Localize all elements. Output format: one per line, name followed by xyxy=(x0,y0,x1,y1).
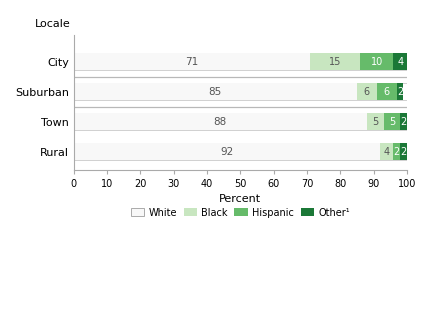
Bar xyxy=(376,83,396,100)
Bar xyxy=(396,83,402,100)
Text: 71: 71 xyxy=(185,57,198,67)
Bar xyxy=(393,53,406,70)
X-axis label: Percent: Percent xyxy=(219,194,261,204)
Text: 5: 5 xyxy=(371,117,378,127)
Legend: White, Black, Hispanic, Other¹: White, Black, Hispanic, Other¹ xyxy=(127,204,353,222)
Text: 6: 6 xyxy=(363,87,369,97)
Text: 15: 15 xyxy=(328,57,341,67)
Bar xyxy=(399,144,406,160)
Bar xyxy=(383,114,399,130)
Bar xyxy=(74,83,356,100)
Bar xyxy=(359,53,393,70)
Text: 4: 4 xyxy=(383,147,389,157)
Text: 2: 2 xyxy=(393,147,399,157)
Bar xyxy=(310,53,359,70)
Text: 88: 88 xyxy=(213,117,227,127)
Bar xyxy=(393,144,399,160)
Bar xyxy=(366,114,383,130)
Bar xyxy=(74,114,366,130)
Text: 2: 2 xyxy=(399,117,405,127)
Text: 92: 92 xyxy=(220,147,233,157)
Bar xyxy=(74,53,310,70)
Text: 85: 85 xyxy=(208,87,221,97)
Bar xyxy=(399,114,406,130)
Text: 10: 10 xyxy=(370,57,382,67)
Bar xyxy=(74,144,379,160)
Bar xyxy=(379,144,393,160)
Text: 5: 5 xyxy=(388,117,394,127)
Text: 6: 6 xyxy=(383,87,389,97)
Text: 2: 2 xyxy=(399,147,405,157)
Text: Locale: Locale xyxy=(35,19,71,29)
Bar xyxy=(356,83,376,100)
Text: 2: 2 xyxy=(396,87,402,97)
Text: 4: 4 xyxy=(396,57,402,67)
